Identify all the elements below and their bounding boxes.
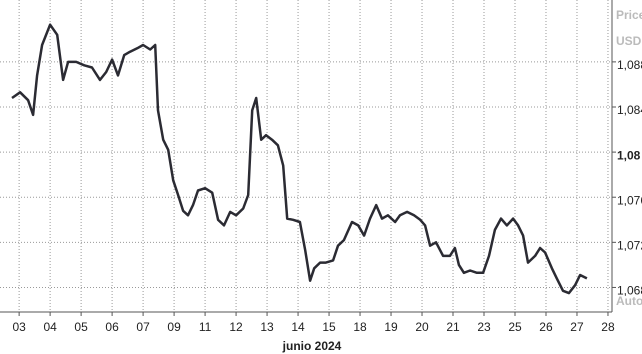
price-line [11, 23, 588, 295]
x-tick-label: 25 [508, 320, 522, 334]
y-tick-label: 1,084 [617, 103, 642, 117]
x-tick-label: 28 [601, 320, 615, 334]
x-tick-label: 13 [260, 320, 274, 334]
y-tick-label: 1,08 [617, 148, 641, 162]
x-tick-label: 15 [322, 320, 336, 334]
y-tick-label: 1,068 [617, 284, 642, 298]
x-tick-label: 20 [415, 320, 429, 334]
x-tick-label: 18 [353, 320, 367, 334]
x-tick-label: 23 [477, 320, 491, 334]
x-tick-label: 07 [136, 320, 150, 334]
x-tick-label: 12 [229, 320, 243, 334]
x-tick-label: 03 [12, 320, 26, 334]
y-tick-label: 1,076 [617, 193, 642, 207]
y-axis-label: Price [616, 8, 642, 22]
x-tick-label: 21 [446, 320, 460, 334]
x-tick-label: 19 [384, 320, 398, 334]
y-tick-label: 1,088 [617, 58, 642, 72]
x-tick-label: 26 [539, 320, 553, 334]
y-tick-label: 1,072 [617, 239, 642, 253]
x-tick-label: 05 [74, 320, 88, 334]
scale-mode: Auto [616, 294, 642, 308]
x-tick-label: 09 [167, 320, 181, 334]
x-tick-label: 11 [199, 320, 212, 334]
x-tick-label: 06 [105, 320, 119, 334]
x-tick-label: 14 [291, 320, 305, 334]
x-tick-label: 04 [43, 320, 57, 334]
currency-label: USD [616, 34, 642, 48]
x-tick-label: 27 [570, 320, 584, 334]
x-axis-label: junio 2024 [282, 339, 342, 353]
